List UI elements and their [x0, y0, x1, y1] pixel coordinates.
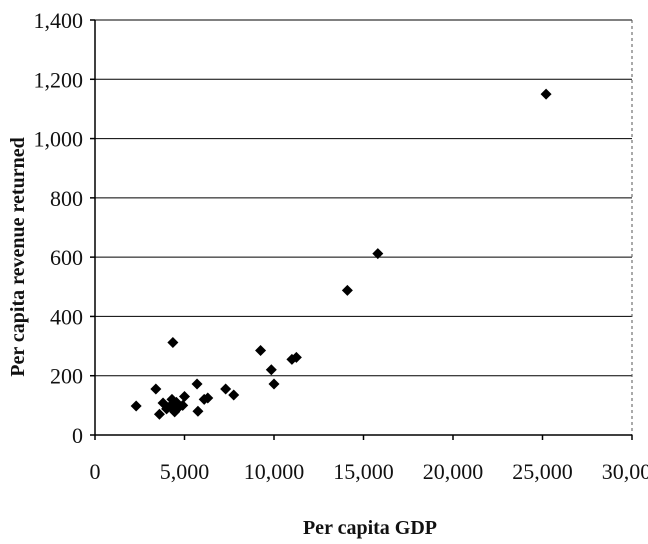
x-tick-labels: 0 5,000 10,000 15,000 20,000 25,000 30,000: [90, 459, 648, 484]
x-tick-label-0: 0: [90, 459, 101, 484]
y-tick-label-4: 800: [50, 186, 83, 211]
y-tick-label-5: 1,000: [34, 127, 84, 152]
y-tick-label-7: 1,400: [34, 8, 84, 33]
data-point-16: [202, 392, 214, 404]
data-point-23: [290, 351, 302, 363]
x-tick-label-2: 10,000: [244, 459, 305, 484]
x-tick-label-5: 25,000: [512, 459, 573, 484]
axes-layer: [90, 19, 633, 440]
data-point-12: [179, 390, 190, 402]
data-point-26: [540, 88, 552, 100]
data-point-24: [341, 284, 353, 296]
data-point-18: [228, 389, 240, 401]
x-tick-label-3: 15,000: [333, 459, 394, 484]
y-axis-title: Per capita revenue returned: [7, 137, 29, 376]
y-tick-label-2: 400: [50, 304, 83, 329]
grid-layer: [95, 19, 633, 435]
data-point-19: [255, 345, 267, 357]
y-tick-label-6: 1,200: [34, 67, 84, 92]
data-point-17: [220, 383, 232, 395]
x-axis-title: Per capita GDP: [303, 517, 437, 539]
y-tick-label-1: 200: [50, 364, 83, 389]
x-tick-label-6: 30,000: [602, 459, 648, 484]
x-tick-label-1: 5,000: [160, 459, 210, 484]
data-point-7: [167, 337, 179, 349]
data-points: [130, 88, 552, 420]
data-point-21: [268, 378, 280, 390]
data-point-14: [192, 405, 204, 417]
data-point-2: [153, 408, 165, 420]
data-point-1: [150, 383, 162, 395]
y-tick-labels: 0 200 400 600 800 1,000 1,200 1,400: [34, 8, 84, 448]
y-tick-label-3: 600: [50, 245, 83, 270]
data-point-0: [130, 400, 142, 412]
data-point-13: [191, 378, 203, 390]
data-point-11: [177, 399, 189, 411]
data-point-25: [372, 248, 384, 260]
data-point-20: [265, 364, 277, 376]
y-tick-label-0: 0: [72, 423, 83, 448]
x-tick-label-4: 20,000: [423, 459, 484, 484]
